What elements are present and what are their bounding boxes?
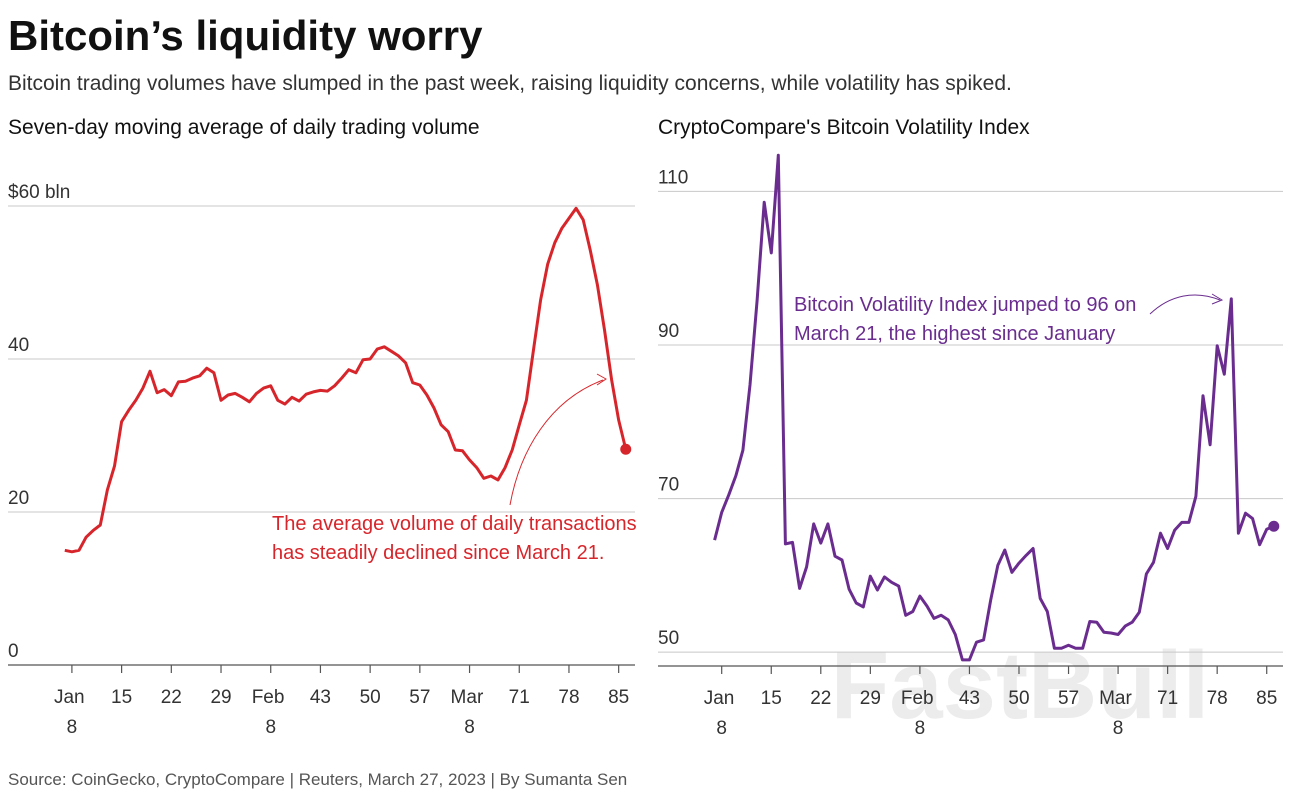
x-tick-label: 29 <box>860 688 881 709</box>
annotation: Bitcoin Volatility Index jumped to 96 on <box>794 294 1136 316</box>
x-tick-label: Mar 8 <box>1099 688 1137 739</box>
annotation-arrowhead <box>596 373 607 386</box>
y-tick-label: 0 <box>8 641 19 662</box>
title: Bitcoin’s liquidity worry <box>8 12 483 59</box>
annotation-arrow <box>1149 294 1221 315</box>
x-tick-label: Jan 8 <box>54 687 90 738</box>
source: Source: CoinGecko, CryptoCompare | Reute… <box>8 770 627 789</box>
x-tick-label: 78 <box>1207 688 1228 709</box>
y-tick-label: 50 <box>658 628 679 649</box>
x-tick-label: Jan 8 <box>704 688 740 739</box>
y-tick-label: 110 <box>658 167 688 188</box>
annotation: March 21, the highest since January <box>794 323 1115 345</box>
x-tick-label: 22 <box>810 688 831 709</box>
annotation-arrowhead <box>1211 293 1224 305</box>
x-tick-label: 22 <box>161 687 182 708</box>
y-tick-label: 40 <box>8 335 29 356</box>
end-point <box>1268 520 1280 532</box>
x-tick-label: 50 <box>1008 688 1029 709</box>
data-line <box>64 206 628 554</box>
x-tick-label: 29 <box>210 687 231 708</box>
x-tick-label: 43 <box>310 687 331 708</box>
x-tick-label: Feb 8 <box>252 687 290 738</box>
y-tick-label: 20 <box>8 488 29 509</box>
y-tick-label: 70 <box>658 475 679 496</box>
x-tick-label: 71 <box>1157 688 1178 709</box>
x-tick-label: 57 <box>409 687 430 708</box>
x-tick-label: 43 <box>959 688 980 709</box>
x-tick-label: 85 <box>608 687 629 708</box>
chart-title: CryptoCompare's Bitcoin Volatility Index <box>658 116 1030 139</box>
x-tick-label: 15 <box>111 687 132 708</box>
annotation-arrow <box>509 379 604 506</box>
annotation: The average volume of daily transactions <box>272 513 637 535</box>
subtitle: Bitcoin trading volumes have slumped in … <box>8 72 1012 95</box>
annotation: has steadily declined since March 21. <box>272 542 604 564</box>
y-tick-label: $60 bln <box>8 182 70 203</box>
chart-title: Seven-day moving average of daily tradin… <box>8 116 480 139</box>
x-tick-label: 15 <box>761 688 782 709</box>
x-tick-label: 85 <box>1256 688 1277 709</box>
x-tick-label: Mar 8 <box>451 687 489 738</box>
y-tick-label: 90 <box>658 321 679 342</box>
x-tick-label: 50 <box>360 687 381 708</box>
x-tick-label: 57 <box>1058 688 1079 709</box>
x-tick-label: Feb 8 <box>901 688 939 739</box>
end-point <box>620 443 632 455</box>
x-tick-label: 78 <box>558 687 579 708</box>
data-line <box>713 153 1275 662</box>
watermark: FastBull <box>831 632 1210 739</box>
x-tick-label: 71 <box>509 687 530 708</box>
